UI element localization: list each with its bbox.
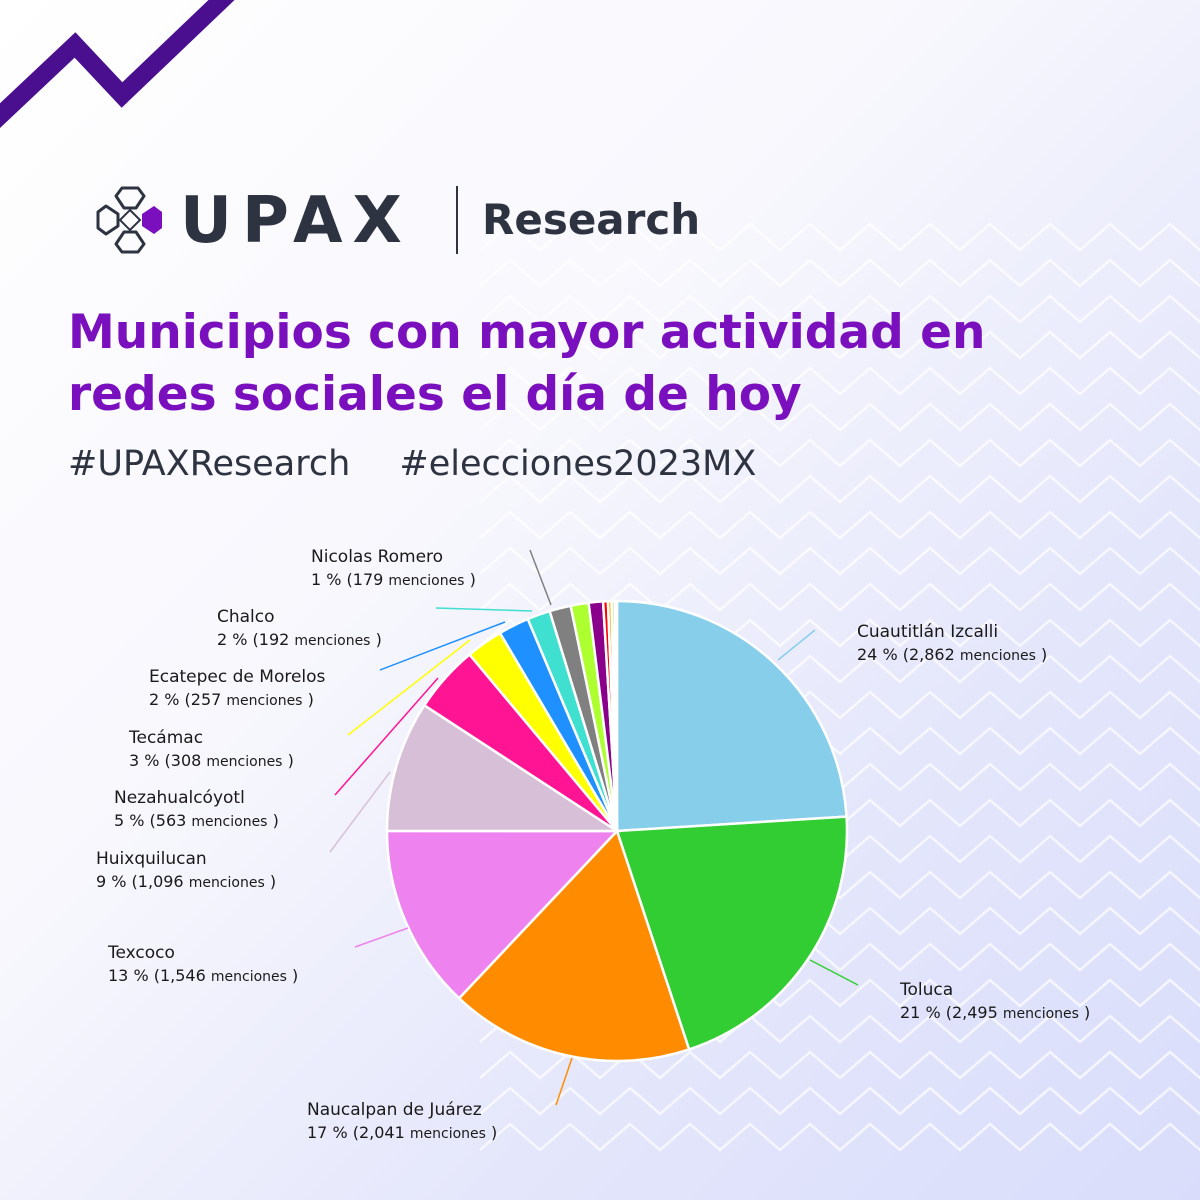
upax-logo-icon (96, 186, 162, 254)
trend-arrow-icon (0, 0, 235, 128)
leader-line-tecamac (347, 639, 471, 736)
slice-value-texcoco: 13 % (1,546 menciones ) (108, 966, 298, 985)
hashtag-upaxresearch[interactable]: #UPAXResearch (68, 444, 351, 484)
leader-line-naucalpan-de-juarez (555, 1057, 573, 1106)
pie-slice-toluca[interactable] (615, 815, 849, 1051)
slice-label-toluca: Toluca (899, 980, 953, 1000)
hashtags: #UPAXResearch #elecciones2023MX (68, 444, 786, 484)
slice-value-nicolas-romero: 1 % (179 menciones ) (311, 570, 476, 589)
slice-label-tecamac: Tecámac (128, 728, 203, 748)
slice-label-cuautitlan-izcalli: Cuautitlán Izcalli (857, 622, 998, 642)
leader-line-ecatepec-de-morelos (379, 621, 506, 671)
pie-slice-huixquilucan[interactable] (385, 703, 622, 833)
slice-value-chalco: 2 % (192 menciones ) (217, 630, 382, 649)
slice-value-toluca: 21 % (2,495 menciones ) (900, 1003, 1090, 1022)
pie-slice-texcoco[interactable] (385, 829, 620, 1001)
hashtag-elecciones[interactable]: #elecciones2023MX (399, 444, 757, 484)
logo-divider (456, 186, 458, 254)
slice-label-chalco: Chalco (217, 607, 275, 627)
pie-slice-cuautitlan-izcalli[interactable] (615, 599, 848, 833)
leader-line-chalco (435, 607, 533, 612)
page-title: Municipios con mayor actividad en redes … (68, 305, 986, 422)
leader-line-huixquilucan (329, 771, 391, 853)
slice-value-tecamac: 3 % (308 menciones ) (129, 751, 294, 770)
leader-line-texcoco (354, 927, 409, 948)
slice-value-cuautitlan-izcalli: 24 % (2,862 menciones ) (857, 645, 1047, 664)
slice-label-ecatepec-de-morelos: Ecatepec de Morelos (149, 667, 326, 687)
slice-label-nicolas-romero: Nicolas Romero (311, 547, 443, 567)
slice-label-nezahualcoyotl: Nezahualcóyotl (114, 788, 245, 808)
brand-subtitle: Research (482, 195, 701, 244)
slice-label-naucalpan-de-juarez: Naucalpan de Juárez (307, 1100, 482, 1120)
slice-label-texcoco: Texcoco (107, 943, 175, 963)
brand-name: UPAX (180, 184, 412, 258)
pie-slice-naucalpan-de-juarez[interactable] (457, 828, 691, 1063)
slice-label-huixquilucan: Huixquilucan (96, 849, 207, 869)
pie-slice-small-15[interactable] (613, 599, 619, 832)
slice-value-ecatepec-de-morelos: 2 % (257 menciones ) (149, 690, 314, 709)
leader-line-nezahualcoyotl (334, 677, 439, 796)
slice-value-nezahualcoyotl: 5 % (563 menciones ) (114, 811, 279, 830)
leader-line-nicolas-romero (529, 549, 552, 606)
leader-line-toluca (809, 959, 859, 986)
slice-value-naucalpan-de-juarez: 17 % (2,041 menciones ) (307, 1123, 497, 1142)
leader-line-cuautitlan-izcalli (777, 629, 816, 661)
slice-value-huixquilucan: 9 % (1,096 menciones ) (96, 872, 276, 891)
